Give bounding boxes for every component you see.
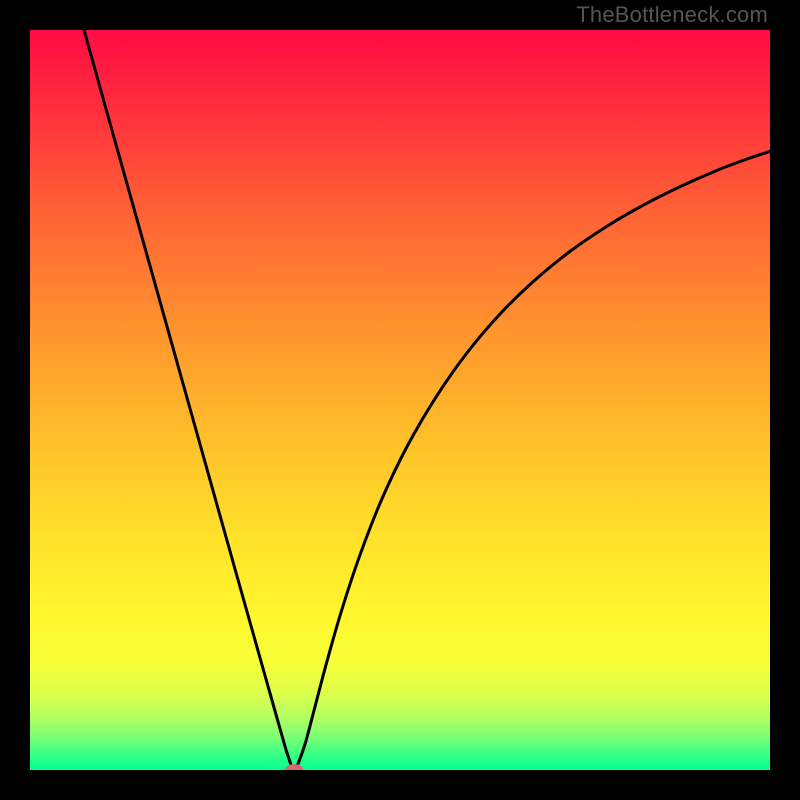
chart-frame: TheBottleneck.com (0, 0, 800, 800)
minimum-marker (285, 764, 303, 770)
bottleneck-curve (30, 30, 770, 770)
plot-area (30, 30, 770, 770)
watermark-text: TheBottleneck.com (576, 2, 768, 28)
